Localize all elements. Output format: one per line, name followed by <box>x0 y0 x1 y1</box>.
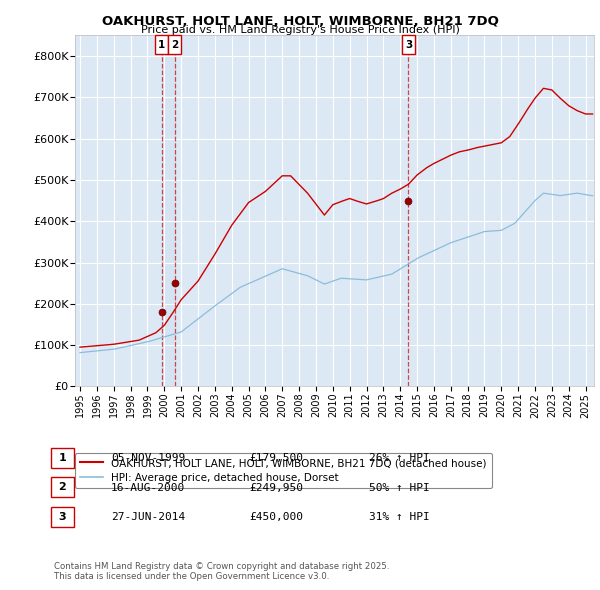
Text: 05-NOV-1999: 05-NOV-1999 <box>111 454 185 463</box>
Text: £179,500: £179,500 <box>249 454 303 463</box>
Text: Price paid vs. HM Land Registry's House Price Index (HPI): Price paid vs. HM Land Registry's House … <box>140 25 460 35</box>
Text: 1: 1 <box>158 40 166 50</box>
Text: 26% ↑ HPI: 26% ↑ HPI <box>369 454 430 463</box>
Text: OAKHURST, HOLT LANE, HOLT, WIMBORNE, BH21 7DQ: OAKHURST, HOLT LANE, HOLT, WIMBORNE, BH2… <box>101 15 499 28</box>
Text: 50% ↑ HPI: 50% ↑ HPI <box>369 483 430 493</box>
Text: 2: 2 <box>171 40 178 50</box>
Text: 16-AUG-2000: 16-AUG-2000 <box>111 483 185 493</box>
Legend: OAKHURST, HOLT LANE, HOLT, WIMBORNE, BH21 7DQ (detached house), HPI: Average pri: OAKHURST, HOLT LANE, HOLT, WIMBORNE, BH2… <box>75 453 492 488</box>
Text: 3: 3 <box>59 512 66 522</box>
Text: 27-JUN-2014: 27-JUN-2014 <box>111 513 185 522</box>
Text: Contains HM Land Registry data © Crown copyright and database right 2025.
This d: Contains HM Land Registry data © Crown c… <box>54 562 389 581</box>
Text: £450,000: £450,000 <box>249 513 303 522</box>
Text: 3: 3 <box>405 40 412 50</box>
Text: £249,950: £249,950 <box>249 483 303 493</box>
Text: 2: 2 <box>59 483 66 492</box>
Text: 31% ↑ HPI: 31% ↑ HPI <box>369 513 430 522</box>
Bar <box>162 35 175 386</box>
Text: 1: 1 <box>59 453 66 463</box>
